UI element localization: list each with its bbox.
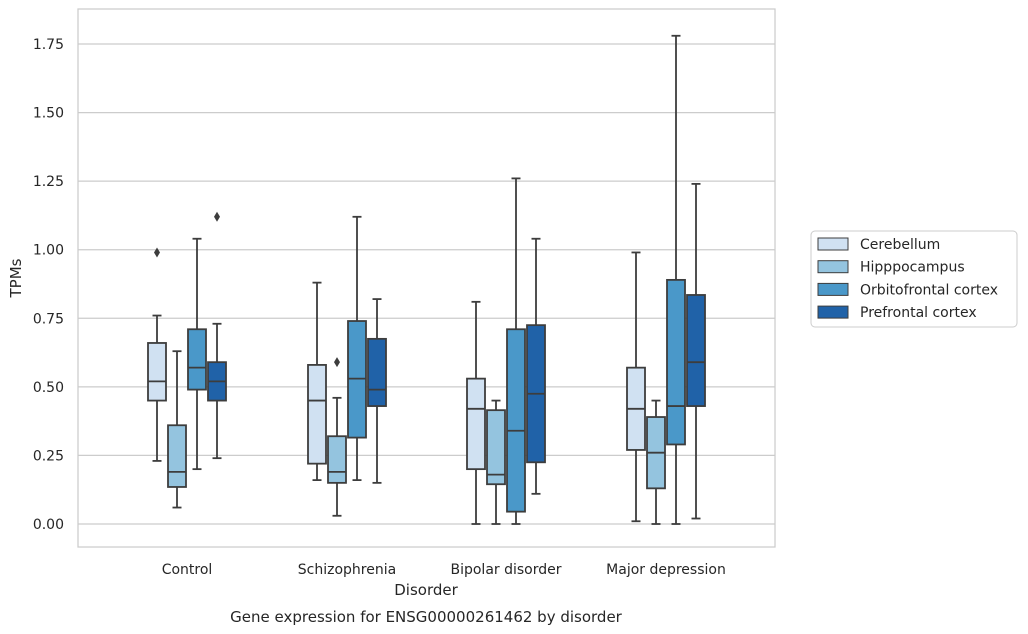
x-axis-label: Disorder xyxy=(394,581,458,599)
legend-frame xyxy=(810,230,1018,328)
box-body xyxy=(666,278,686,446)
y-tick-label: 0.25 xyxy=(33,448,64,464)
box-body xyxy=(327,435,347,484)
series-hipppocampus xyxy=(167,350,666,525)
box xyxy=(167,350,187,509)
box-body xyxy=(147,342,167,402)
box-body xyxy=(167,424,187,488)
box xyxy=(347,215,367,482)
box xyxy=(147,247,167,462)
box xyxy=(207,211,227,460)
box xyxy=(367,298,387,484)
x-tick-label: Schizophrenia xyxy=(298,562,396,578)
legend-label: Orbitofrontal cortex xyxy=(860,282,998,298)
box xyxy=(686,182,706,520)
box-body xyxy=(686,294,706,407)
legend-swatch xyxy=(817,260,849,274)
box-body xyxy=(367,337,387,407)
box-body xyxy=(486,409,506,486)
legend-label: Cerebellum xyxy=(860,237,940,253)
x-tick-label: Control xyxy=(162,562,213,578)
y-tick-label: 0.50 xyxy=(33,380,64,396)
box-body xyxy=(506,328,526,513)
y-tick-label: 0.75 xyxy=(33,311,64,327)
x-axis-ticks: Control Schizophrenia Bipolar disorder Majo… xyxy=(162,562,726,578)
box xyxy=(327,357,347,517)
box xyxy=(506,177,526,525)
box xyxy=(187,237,207,471)
box xyxy=(486,399,506,525)
y-tick-label: 0.00 xyxy=(33,517,64,533)
legend-label: Hipppocampus xyxy=(860,260,965,276)
series-cerebellum xyxy=(147,247,646,525)
legend-swatch xyxy=(817,282,849,296)
x-tick-label: Bipolar disorder xyxy=(450,562,561,578)
box-body xyxy=(466,377,486,471)
legend-swatch xyxy=(817,305,849,319)
box xyxy=(307,281,327,482)
x-tick-label: Major depression xyxy=(606,562,726,578)
chart-caption: Gene expression for ENSG00000261462 by d… xyxy=(230,608,623,626)
y-tick-label: 1.25 xyxy=(33,174,64,190)
box xyxy=(466,300,486,525)
series-prefrontal-cortex xyxy=(207,182,706,520)
outlier-point xyxy=(334,357,340,368)
outlier-point xyxy=(214,211,220,222)
series-orbitofrontal-cortex xyxy=(187,34,686,525)
box-body xyxy=(187,328,207,391)
legend-swatch xyxy=(817,237,849,251)
box xyxy=(646,399,666,525)
y-tick-label: 1.00 xyxy=(33,243,64,259)
y-axis-ticks: 0.00 0.25 0.50 0.75 1.00 1.25 1.50 1.75 xyxy=(33,37,64,533)
box xyxy=(666,34,686,525)
y-tick-label: 1.50 xyxy=(33,106,64,122)
legend: Cerebellum Hipppocampus Orbitofrontal cort… xyxy=(810,230,1018,328)
y-tick-label: 1.75 xyxy=(33,37,64,53)
plot-area-frame xyxy=(77,8,776,548)
box-body xyxy=(307,364,327,465)
box xyxy=(526,237,546,495)
legend-label: Prefrontal cortex xyxy=(860,305,977,321)
y-axis-label: TPMs xyxy=(7,258,25,298)
box-series xyxy=(147,34,706,525)
box xyxy=(626,251,646,523)
outlier-point xyxy=(154,247,160,258)
